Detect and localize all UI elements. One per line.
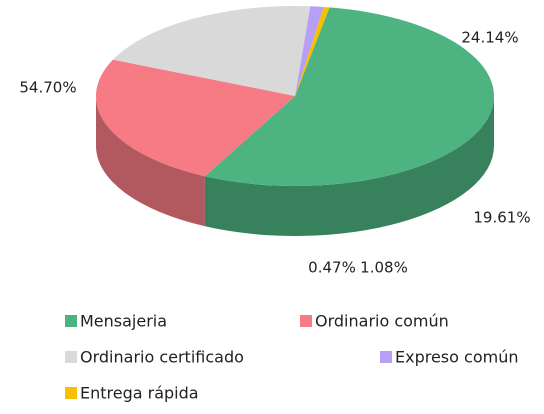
legend-swatch [65,351,77,363]
slice [95,59,295,177]
legend-swatch [65,387,77,399]
slice-side [204,96,495,236]
data-label: 19.61% [473,209,530,227]
slice [204,7,494,186]
legend-swatch [65,315,77,327]
slice [295,6,330,96]
legend-label: Entrega rápida [80,384,199,403]
legend-label: Expreso común [395,348,518,367]
slice-side [95,96,205,227]
data-label: 24.14% [461,29,518,47]
data-label: 1.08% [360,259,408,277]
data-label: 0.47% [308,259,356,277]
slice [295,6,324,96]
legend-swatch [300,315,312,327]
data-label: 54.70% [19,79,76,97]
slice [112,5,311,96]
legend-label: Ordinario certificado [80,348,244,367]
legend-label: Mensajeria [80,312,167,331]
legend-swatch [380,351,392,363]
legend-label: Ordinario común [315,312,449,331]
